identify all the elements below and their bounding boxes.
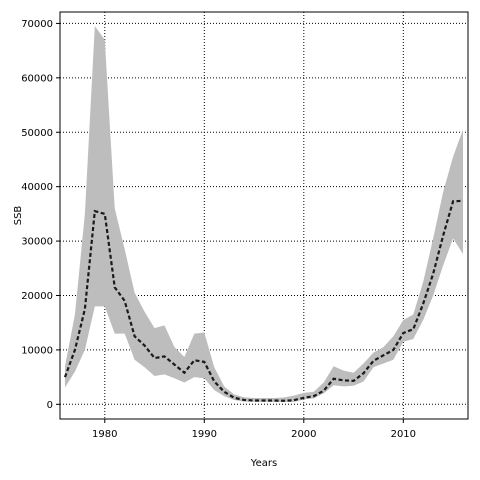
confidence-band <box>64 26 464 403</box>
y-tick-label: 0 <box>47 400 53 411</box>
y-tick-label: 30000 <box>21 237 53 248</box>
x-tick-label: 1980 <box>92 429 117 440</box>
x-axis-label: Years <box>250 458 277 469</box>
y-tick-label: 20000 <box>21 291 53 302</box>
y-tick-label: 40000 <box>21 182 53 193</box>
y-tick-label: 10000 <box>21 345 53 356</box>
x-tick-label: 2010 <box>391 429 416 440</box>
grid-layer <box>60 12 468 419</box>
plot-frame <box>59 11 469 420</box>
x-tick-label: 1990 <box>192 429 217 440</box>
axes-layer: 1980 1990 2000 2010 0 10000 20000 30000 40000 500… <box>21 19 416 440</box>
y-tick-label: 50000 <box>21 128 53 139</box>
y-axis-label: SSB <box>13 206 24 226</box>
y-tick-label: 60000 <box>21 73 53 84</box>
ssb-series-line <box>63 199 464 402</box>
y-tick-label: 70000 <box>21 19 53 30</box>
x-tick-label: 2000 <box>291 429 316 440</box>
